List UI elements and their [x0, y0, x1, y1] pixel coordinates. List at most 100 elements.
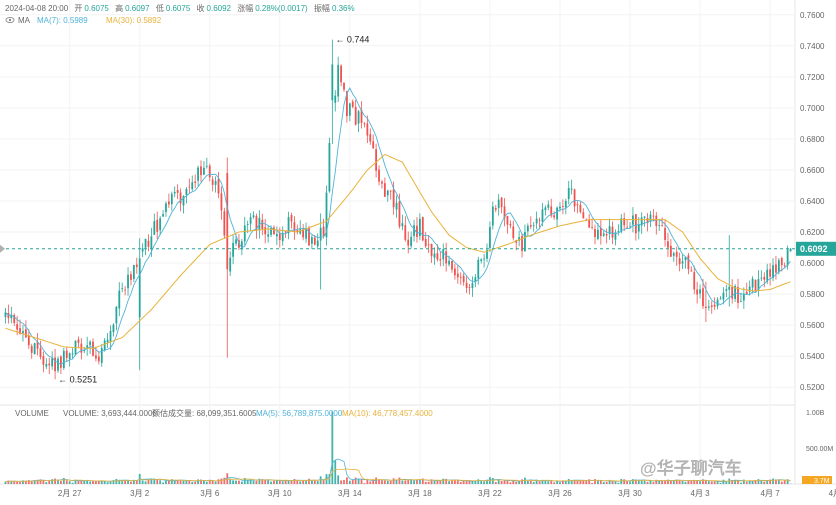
candle-body — [419, 219, 421, 236]
candle-body — [232, 243, 234, 257]
candle-body — [145, 239, 147, 248]
volume-bar — [606, 482, 608, 484]
candle-body — [375, 149, 377, 170]
candle-body — [186, 189, 188, 195]
time-tick-label: 2月 27 — [58, 489, 82, 498]
volume-bar — [577, 481, 579, 484]
time-tick-label: 3月 14 — [338, 489, 362, 498]
price-tick-label: 0.6400 — [800, 197, 825, 206]
candle-body — [469, 287, 471, 288]
volume-bar — [480, 481, 482, 484]
candle-body — [358, 111, 360, 123]
candle-body — [737, 287, 739, 303]
volume-bar — [142, 480, 144, 484]
candle-body — [42, 356, 44, 365]
volume-bar — [314, 481, 316, 484]
ma-legend[interactable]: MA MA(7): 0.5989 MA(30): 0.5892 — [6, 16, 162, 25]
volume-bar — [121, 481, 123, 484]
volume-bar — [594, 479, 596, 484]
eye-icon[interactable] — [6, 17, 14, 22]
candle-body — [121, 288, 123, 289]
volume-bar — [311, 481, 313, 484]
candle-body — [54, 358, 56, 372]
candle-body — [153, 221, 155, 235]
candle-body — [445, 251, 447, 263]
volume-bar — [387, 481, 389, 484]
candle-body — [366, 123, 368, 135]
candle-body — [273, 227, 275, 234]
candle-body — [498, 200, 500, 208]
candle-body — [34, 343, 36, 354]
volume-bar — [705, 481, 707, 484]
volume-bar — [419, 480, 421, 484]
candle-body — [617, 231, 619, 232]
volume-bar — [5, 482, 7, 484]
candle-body — [512, 227, 514, 239]
candle-body — [355, 107, 357, 125]
candle-body — [527, 226, 529, 232]
volume-bar — [223, 478, 225, 484]
candle-body — [212, 179, 214, 185]
candle-body — [331, 64, 333, 100]
candle-body — [215, 181, 217, 185]
candle-body — [133, 265, 135, 279]
volume-bar — [708, 481, 710, 484]
volume-bar — [66, 481, 68, 484]
candle-body — [264, 227, 266, 234]
volume-bar — [515, 482, 517, 484]
candle-body — [235, 239, 237, 243]
candle-body — [343, 83, 345, 90]
volume-bar — [45, 482, 47, 484]
candle-body — [323, 227, 325, 236]
price-tick-label: 0.5400 — [800, 352, 825, 361]
candle-body — [194, 182, 196, 183]
candle-body — [463, 276, 465, 282]
candle-body — [547, 204, 549, 207]
volume-bar — [603, 482, 605, 484]
time-tick-label: 4月 11 — [829, 489, 836, 498]
candle-body — [349, 103, 351, 115]
candle-body — [778, 260, 780, 272]
candle-body — [489, 227, 491, 248]
volume-bar — [399, 478, 401, 484]
volume-bar — [238, 481, 240, 484]
candle-body — [110, 331, 112, 342]
candle-body — [104, 340, 106, 350]
candle-body — [369, 134, 371, 141]
volume-bar — [218, 479, 220, 484]
volume-bar — [235, 481, 237, 484]
volume-bar — [191, 482, 193, 484]
volume-bar — [42, 481, 44, 484]
ma30-line — [6, 154, 791, 348]
volume-bar — [130, 482, 132, 484]
volume-bar — [615, 482, 617, 484]
candle-body — [340, 66, 342, 83]
candle-body — [655, 216, 657, 226]
volume-bar — [349, 481, 351, 484]
candle-body — [472, 283, 474, 288]
candle-body — [536, 219, 538, 224]
volume-bar — [784, 481, 786, 484]
volume-bar — [183, 481, 185, 484]
candle-body — [690, 270, 692, 271]
candle-body — [57, 359, 59, 371]
volume-bar — [711, 482, 713, 484]
volume-bar — [559, 482, 561, 484]
high-annotation: ← 0.744 — [335, 35, 369, 45]
volume-bar — [547, 481, 549, 484]
candle-body — [311, 237, 313, 244]
volume-bar — [673, 481, 675, 484]
candles — [5, 40, 792, 380]
volume-bar — [10, 481, 12, 484]
price-tick-label: 0.5800 — [800, 290, 825, 299]
candle-body — [544, 207, 546, 210]
volume-bar — [483, 482, 485, 484]
candle-body — [693, 272, 695, 289]
candle-body — [439, 259, 441, 260]
price-tick-label: 0.6000 — [800, 259, 825, 268]
